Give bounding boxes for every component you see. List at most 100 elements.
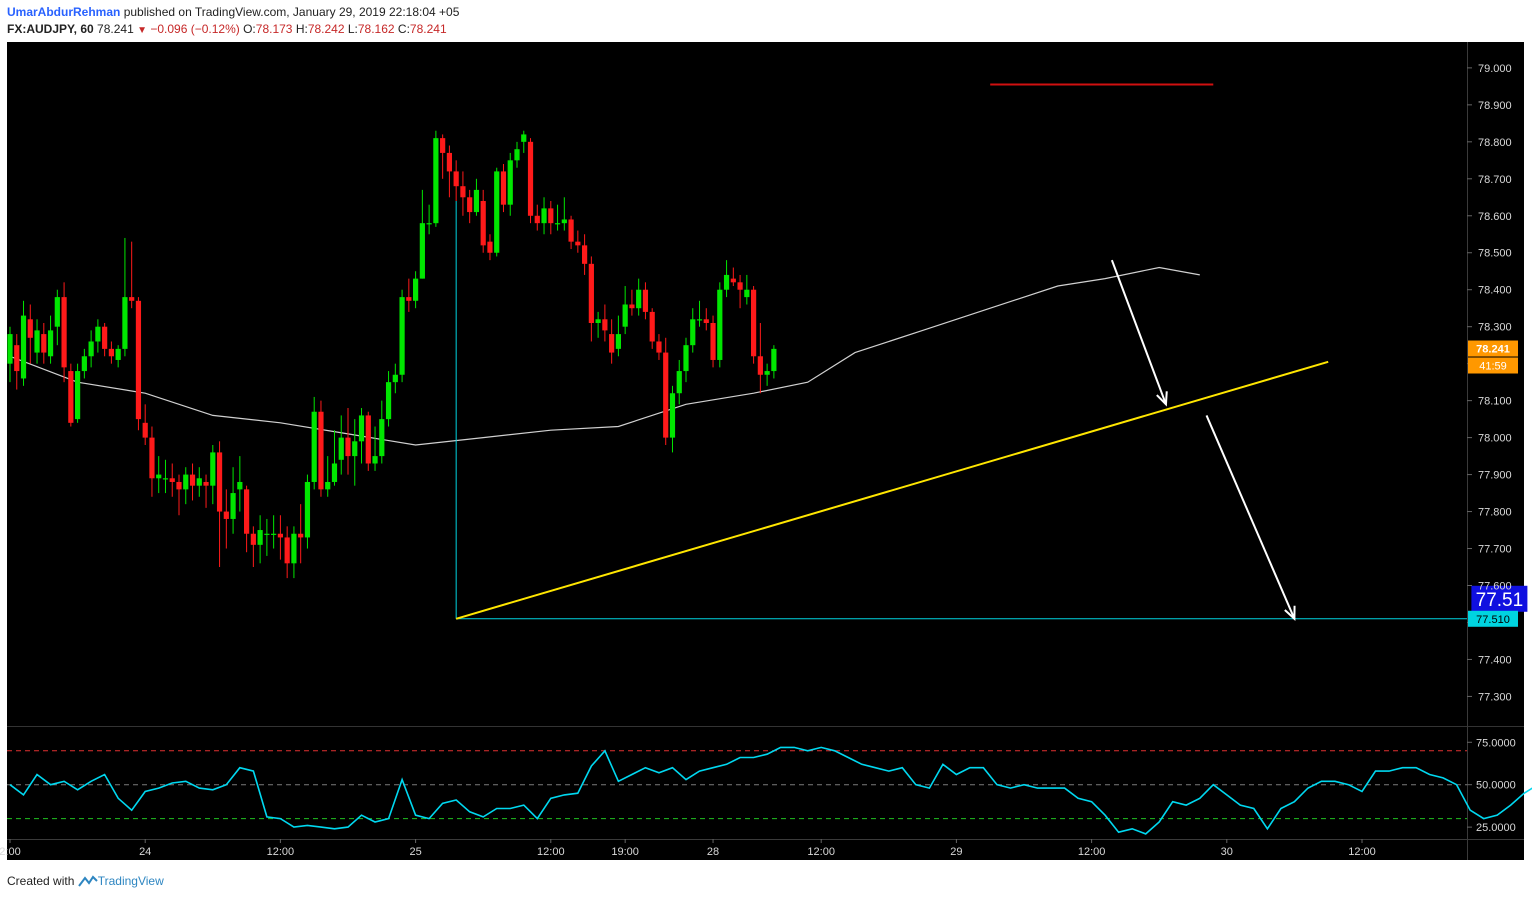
candle <box>88 330 94 368</box>
target-box: 77.51 <box>1471 585 1528 612</box>
candle-body <box>358 415 365 442</box>
candle-body <box>602 319 608 331</box>
open-value: 78.173 <box>255 22 293 36</box>
candle-body <box>622 304 628 327</box>
candle-body <box>440 138 446 153</box>
arrow[interactable] <box>1110 259 1168 407</box>
candle <box>690 308 696 353</box>
candle <box>406 278 412 312</box>
candle-body <box>541 208 547 224</box>
candle <box>413 271 419 309</box>
candle <box>595 311 601 338</box>
candle-body <box>737 282 743 290</box>
candle-body <box>271 533 277 535</box>
tradingview-brand[interactable]: TradingView <box>97 874 164 888</box>
candle <box>514 141 520 168</box>
price-change: −0.096 (−0.12%) <box>150 22 240 36</box>
candle-body <box>47 330 54 357</box>
price-tick-label: 77.600 <box>1478 581 1512 593</box>
tradingview-logo-icon[interactable] <box>77 875 98 887</box>
candle-body <box>20 315 27 379</box>
author-link[interactable]: UmarAbdurRehman <box>7 5 121 19</box>
candle <box>54 289 60 346</box>
candle-body <box>717 289 723 360</box>
candle <box>311 396 317 490</box>
candle <box>196 467 202 497</box>
candle-body <box>413 278 419 301</box>
target-price-tag: 77.510 <box>1468 610 1518 627</box>
candle <box>696 300 703 327</box>
publish-info: UmarAbdurRehman published on TradingView… <box>7 5 459 19</box>
candle <box>615 315 621 357</box>
target-price-tag-background <box>1468 610 1518 627</box>
candle-body <box>548 208 554 224</box>
candle-body <box>81 356 87 372</box>
candle <box>703 308 709 331</box>
candle-body <box>54 297 60 327</box>
candle <box>129 241 135 309</box>
candle <box>534 204 540 231</box>
candle <box>115 345 121 368</box>
candle <box>453 160 459 201</box>
symbol-legend: FX:AUDJPY, 60 78.241 ▼ −0.096 (−0.12%) O… <box>7 22 447 36</box>
rsi-pane-background[interactable] <box>7 727 1467 839</box>
low-label: L: <box>347 22 358 36</box>
candle-body <box>129 297 135 301</box>
candle-body <box>710 322 716 360</box>
candle <box>81 348 87 379</box>
candle <box>237 456 243 512</box>
candle <box>102 322 108 357</box>
arrow[interactable] <box>1205 415 1296 622</box>
candle-body <box>372 456 378 464</box>
rsi-line[interactable] <box>9 746 1532 835</box>
candle-body <box>453 171 459 187</box>
price-axis-background[interactable] <box>1468 42 1524 839</box>
footer: Created with TradingView <box>7 874 164 888</box>
created-with-text: Created with <box>7 874 75 888</box>
time-tick-label: 12:00 <box>1078 846 1106 858</box>
time-axis-background[interactable] <box>7 840 1467 860</box>
candle-body <box>338 437 344 460</box>
target-box-background <box>1471 585 1528 612</box>
candle-body <box>216 452 223 512</box>
price-pane-background[interactable] <box>7 42 1467 726</box>
candle-body <box>210 452 216 486</box>
candle <box>189 463 196 501</box>
target-price-tag-label: 77.510 <box>1476 614 1510 626</box>
candle <box>588 256 594 342</box>
candle-body <box>365 415 371 464</box>
candle-body <box>730 278 736 283</box>
price-tick-label: 78.300 <box>1478 322 1512 334</box>
candle <box>338 415 344 475</box>
candle <box>426 204 432 235</box>
candle-body <box>189 474 196 486</box>
open-label: O: <box>243 22 256 36</box>
candle-body <box>744 289 750 298</box>
candle-body <box>304 481 311 538</box>
price-tick-label: 77.700 <box>1478 544 1512 556</box>
drawings-layer: 77.51 <box>455 83 1528 622</box>
candle <box>656 334 662 360</box>
candle <box>419 189 425 279</box>
trend-line[interactable] <box>455 360 1329 620</box>
candle-body <box>771 348 777 372</box>
candle-body <box>203 481 209 486</box>
price-tags-layer: 78.241 41:59 77.510 <box>1468 340 1518 627</box>
candle <box>162 459 169 494</box>
candle <box>771 345 777 379</box>
candle-body <box>500 171 507 205</box>
candle-body <box>656 341 662 353</box>
price-tick-label: 77.800 <box>1478 507 1512 519</box>
candle-body <box>649 311 655 342</box>
candle <box>379 400 385 464</box>
candle-body <box>595 319 601 323</box>
last-price-tag[interactable]: 78.241 <box>1468 340 1518 357</box>
candle <box>291 526 297 579</box>
price-tick-label: 78.500 <box>1478 248 1512 260</box>
countdown-tag-label: 41:59 <box>1479 361 1507 373</box>
candle-body <box>244 489 250 534</box>
candle <box>561 197 567 231</box>
candle-body <box>264 533 270 535</box>
candle-body <box>108 348 114 357</box>
